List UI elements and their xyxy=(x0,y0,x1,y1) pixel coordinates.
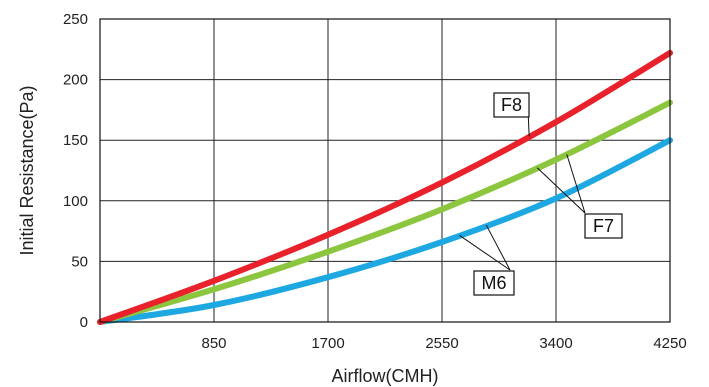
callout-box xyxy=(473,270,515,296)
y-tick-label: 250 xyxy=(63,11,88,28)
callouts: F8 F7 M6 xyxy=(459,92,623,296)
callout-leader xyxy=(566,154,586,214)
tick-labels: 850 1700 2550 3400 4250 0 50 100 150 200 250 xyxy=(63,11,687,352)
x-tick-label: 1700 xyxy=(311,335,344,352)
callout-label: F7 xyxy=(593,216,614,236)
callout-leader xyxy=(459,234,511,271)
plot-frame xyxy=(99,18,671,323)
y-tick-label: 200 xyxy=(63,72,88,89)
callout-box xyxy=(584,213,623,239)
series-line-f8 xyxy=(97,49,673,325)
y-tick-label: 50 xyxy=(71,253,88,270)
x-tick-label: 4250 xyxy=(653,335,686,352)
y-tick-label: 100 xyxy=(63,193,88,210)
callout-box xyxy=(493,92,530,118)
x-axis-label: Airflow(CMH) xyxy=(332,366,439,386)
series-line-f7 xyxy=(97,99,673,325)
callout-label: M6 xyxy=(481,273,506,293)
series-line-m6 xyxy=(97,137,673,325)
y-tick-label: 150 xyxy=(63,132,88,149)
x-tick-label: 3400 xyxy=(539,335,572,352)
callout-leader xyxy=(485,224,511,271)
grid-lines xyxy=(100,18,671,323)
callout-leader xyxy=(536,167,586,214)
x-tick-label: 850 xyxy=(201,335,226,352)
y-axis-label: Initial Resistance(Pa) xyxy=(17,85,37,255)
series-lines xyxy=(97,49,673,325)
x-tick-label: 2550 xyxy=(425,335,458,352)
y-tick-label: 0 xyxy=(80,314,88,331)
callout-label: F8 xyxy=(501,95,522,115)
